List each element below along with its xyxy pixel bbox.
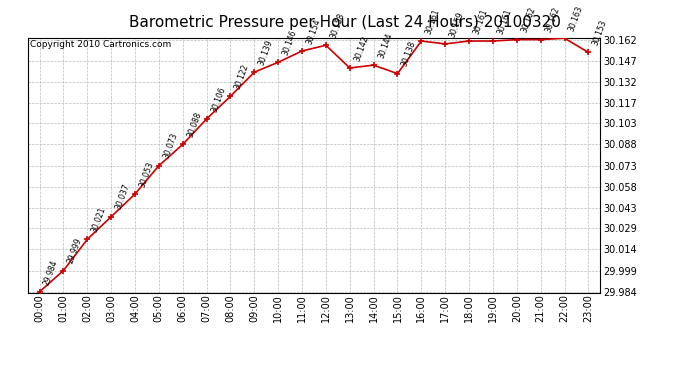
Text: 30.162: 30.162	[544, 6, 561, 34]
Text: 30.037: 30.037	[114, 183, 132, 211]
Text: 30.142: 30.142	[353, 34, 370, 62]
Text: 29.984: 29.984	[42, 258, 60, 286]
Text: 30.106: 30.106	[209, 85, 227, 113]
Text: 30.153: 30.153	[591, 19, 609, 47]
Text: 30.144: 30.144	[376, 32, 394, 60]
Text: 30.146: 30.146	[281, 28, 299, 57]
Text: 30.139: 30.139	[257, 39, 275, 67]
Text: 30.138: 30.138	[400, 40, 417, 68]
Text: 30.162: 30.162	[520, 6, 537, 34]
Text: 30.154: 30.154	[305, 17, 322, 45]
Text: 30.073: 30.073	[161, 132, 179, 160]
Text: 30.161: 30.161	[424, 8, 442, 36]
Text: 30.158: 30.158	[328, 12, 346, 40]
Text: Copyright 2010 Cartronics.com: Copyright 2010 Cartronics.com	[30, 40, 172, 49]
Text: 30.053: 30.053	[138, 160, 155, 189]
Text: 29.999: 29.999	[66, 237, 83, 265]
Text: Barometric Pressure per Hour (Last 24 Hours) 20100320: Barometric Pressure per Hour (Last 24 Ho…	[129, 15, 561, 30]
Text: 30.161: 30.161	[495, 8, 513, 36]
Text: 30.021: 30.021	[90, 206, 108, 234]
Text: 30.161: 30.161	[472, 8, 489, 36]
Text: 30.163: 30.163	[567, 4, 585, 33]
Text: 30.159: 30.159	[448, 10, 466, 38]
Text: 30.122: 30.122	[233, 63, 250, 91]
Text: 30.088: 30.088	[186, 111, 203, 139]
